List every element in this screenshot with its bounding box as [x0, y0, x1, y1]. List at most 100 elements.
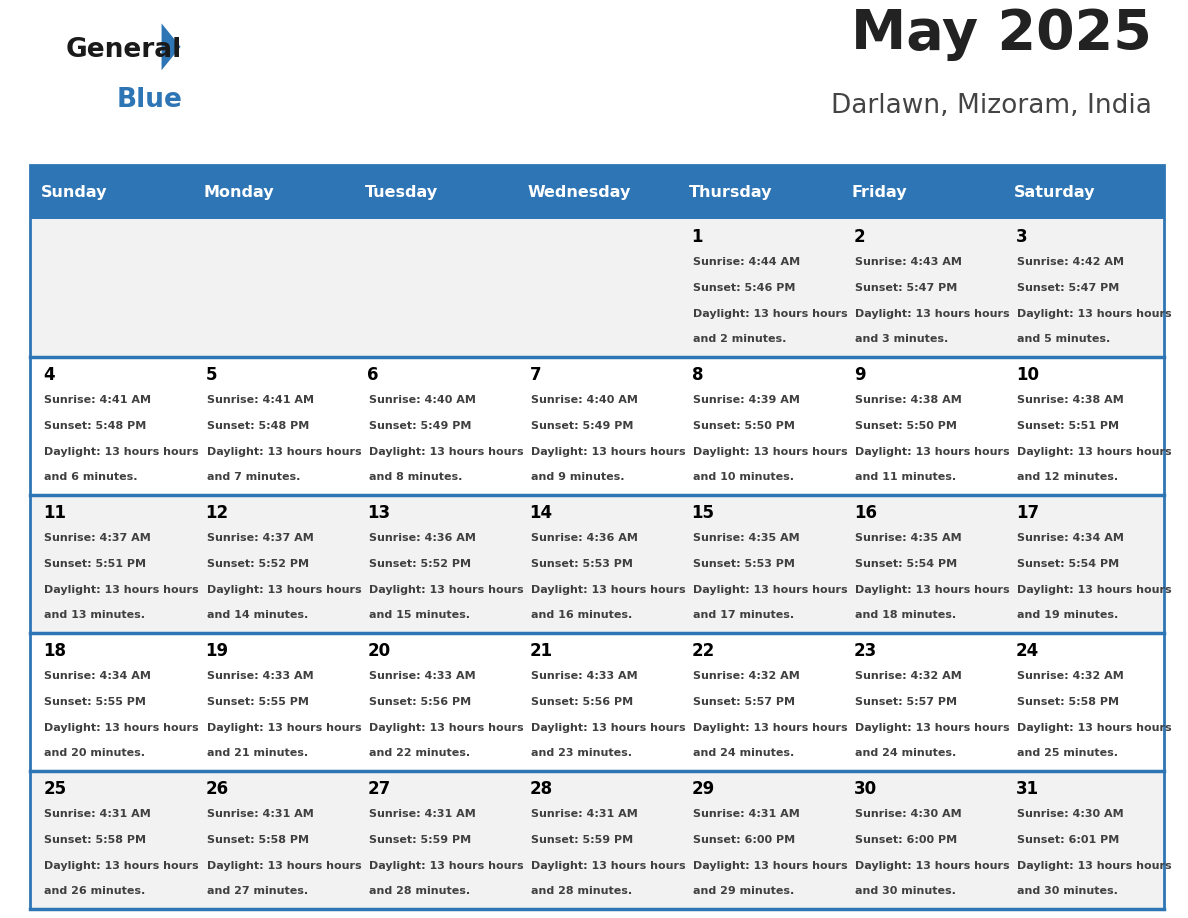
- Bar: [1003, 771, 1164, 909]
- Bar: [678, 357, 840, 495]
- Text: and 17 minutes.: and 17 minutes.: [693, 610, 794, 620]
- Text: Sunrise: 4:31 AM: Sunrise: 4:31 AM: [531, 810, 638, 820]
- Text: 25: 25: [43, 779, 67, 798]
- Text: Daylight: 13 hours hours: Daylight: 13 hours hours: [1017, 446, 1171, 456]
- Text: Sunrise: 4:34 AM: Sunrise: 4:34 AM: [44, 671, 151, 681]
- Text: Sunset: 5:51 PM: Sunset: 5:51 PM: [1017, 421, 1119, 431]
- Text: and 30 minutes.: and 30 minutes.: [855, 886, 955, 896]
- Bar: [354, 771, 516, 909]
- Text: Sunrise: 4:42 AM: Sunrise: 4:42 AM: [1017, 257, 1124, 267]
- Text: and 22 minutes.: and 22 minutes.: [368, 748, 469, 758]
- Text: Saturday: Saturday: [1013, 185, 1095, 199]
- Text: Sunrise: 4:32 AM: Sunrise: 4:32 AM: [693, 671, 800, 681]
- Bar: [678, 771, 840, 909]
- Text: Wednesday: Wednesday: [527, 185, 631, 199]
- Text: Sunrise: 4:31 AM: Sunrise: 4:31 AM: [44, 810, 151, 820]
- Text: Daylight: 13 hours hours: Daylight: 13 hours hours: [207, 860, 361, 870]
- Bar: [1003, 357, 1164, 495]
- Bar: [678, 633, 840, 771]
- Text: and 16 minutes.: and 16 minutes.: [531, 610, 632, 620]
- Text: 17: 17: [1016, 504, 1038, 521]
- Bar: [30, 495, 191, 633]
- Text: Daylight: 13 hours hours: Daylight: 13 hours hours: [44, 585, 200, 595]
- Bar: [516, 357, 678, 495]
- Bar: [516, 771, 678, 909]
- Bar: [1003, 495, 1164, 633]
- Text: Daylight: 13 hours hours: Daylight: 13 hours hours: [693, 585, 847, 595]
- Text: Daylight: 13 hours hours: Daylight: 13 hours hours: [1017, 308, 1171, 319]
- Text: Daylight: 13 hours hours: Daylight: 13 hours hours: [855, 585, 1010, 595]
- Text: Sunset: 5:57 PM: Sunset: 5:57 PM: [855, 697, 956, 707]
- Bar: [191, 633, 354, 771]
- Text: 30: 30: [854, 779, 877, 798]
- Text: Sunset: 5:57 PM: Sunset: 5:57 PM: [693, 697, 795, 707]
- Text: Sunset: 5:47 PM: Sunset: 5:47 PM: [1017, 283, 1119, 293]
- Text: and 7 minutes.: and 7 minutes.: [207, 472, 299, 482]
- Text: Sunset: 6:00 PM: Sunset: 6:00 PM: [693, 835, 795, 845]
- Text: Sunset: 6:00 PM: Sunset: 6:00 PM: [855, 835, 958, 845]
- Text: and 8 minutes.: and 8 minutes.: [368, 472, 462, 482]
- Text: and 12 minutes.: and 12 minutes.: [1017, 472, 1118, 482]
- Text: 15: 15: [691, 504, 715, 521]
- Bar: [678, 495, 840, 633]
- Text: Sunrise: 4:43 AM: Sunrise: 4:43 AM: [855, 257, 962, 267]
- Text: Daylight: 13 hours hours: Daylight: 13 hours hours: [1017, 722, 1171, 733]
- Bar: [1003, 218, 1164, 357]
- Bar: [191, 357, 354, 495]
- Bar: [354, 633, 516, 771]
- Bar: [678, 165, 840, 218]
- Text: Daylight: 13 hours hours: Daylight: 13 hours hours: [693, 860, 847, 870]
- Text: Daylight: 13 hours hours: Daylight: 13 hours hours: [531, 860, 685, 870]
- Text: Sunset: 5:52 PM: Sunset: 5:52 PM: [368, 559, 470, 569]
- Text: and 24 minutes.: and 24 minutes.: [693, 748, 794, 758]
- Text: Sunrise: 4:34 AM: Sunrise: 4:34 AM: [1017, 533, 1124, 543]
- Text: 11: 11: [43, 504, 67, 521]
- Text: Sunrise: 4:33 AM: Sunrise: 4:33 AM: [368, 671, 475, 681]
- Text: 4: 4: [43, 365, 55, 384]
- Text: 19: 19: [206, 642, 228, 660]
- Text: 8: 8: [691, 365, 703, 384]
- Text: Sunrise: 4:30 AM: Sunrise: 4:30 AM: [1017, 810, 1124, 820]
- Bar: [678, 218, 840, 357]
- Text: Daylight: 13 hours hours: Daylight: 13 hours hours: [855, 446, 1010, 456]
- Text: Sunrise: 4:36 AM: Sunrise: 4:36 AM: [531, 533, 638, 543]
- Text: Sunrise: 4:31 AM: Sunrise: 4:31 AM: [368, 810, 475, 820]
- Bar: [516, 165, 678, 218]
- Text: 27: 27: [367, 779, 391, 798]
- Text: 2: 2: [854, 228, 865, 246]
- Text: Sunset: 5:51 PM: Sunset: 5:51 PM: [44, 559, 146, 569]
- Text: 20: 20: [367, 642, 391, 660]
- Text: and 18 minutes.: and 18 minutes.: [855, 610, 956, 620]
- Text: Sunrise: 4:33 AM: Sunrise: 4:33 AM: [207, 671, 314, 681]
- Text: Sunrise: 4:37 AM: Sunrise: 4:37 AM: [207, 533, 314, 543]
- Bar: [1003, 633, 1164, 771]
- Text: Sunset: 6:01 PM: Sunset: 6:01 PM: [1017, 835, 1119, 845]
- Text: Sunset: 5:53 PM: Sunset: 5:53 PM: [693, 559, 795, 569]
- Text: Sunset: 5:56 PM: Sunset: 5:56 PM: [531, 697, 633, 707]
- Text: and 9 minutes.: and 9 minutes.: [531, 472, 624, 482]
- Bar: [1003, 165, 1164, 218]
- Text: and 6 minutes.: and 6 minutes.: [44, 472, 138, 482]
- Bar: [30, 357, 191, 495]
- Text: Daylight: 13 hours hours: Daylight: 13 hours hours: [44, 446, 200, 456]
- Bar: [30, 771, 191, 909]
- Polygon shape: [162, 23, 181, 70]
- Text: Daylight: 13 hours hours: Daylight: 13 hours hours: [855, 722, 1010, 733]
- Text: Sunrise: 4:31 AM: Sunrise: 4:31 AM: [693, 810, 800, 820]
- Text: and 2 minutes.: and 2 minutes.: [693, 334, 786, 344]
- Text: Sunset: 5:58 PM: Sunset: 5:58 PM: [207, 835, 309, 845]
- Text: and 11 minutes.: and 11 minutes.: [855, 472, 956, 482]
- Text: Sunrise: 4:40 AM: Sunrise: 4:40 AM: [531, 396, 638, 406]
- Text: Daylight: 13 hours hours: Daylight: 13 hours hours: [531, 722, 685, 733]
- Text: Daylight: 13 hours hours: Daylight: 13 hours hours: [44, 860, 200, 870]
- Text: Daylight: 13 hours hours: Daylight: 13 hours hours: [207, 722, 361, 733]
- Text: Sunset: 5:54 PM: Sunset: 5:54 PM: [855, 559, 958, 569]
- Bar: [840, 495, 1003, 633]
- Text: 12: 12: [206, 504, 228, 521]
- Bar: [840, 771, 1003, 909]
- Text: Daylight: 13 hours hours: Daylight: 13 hours hours: [531, 585, 685, 595]
- Bar: [191, 495, 354, 633]
- Text: and 28 minutes.: and 28 minutes.: [368, 886, 469, 896]
- Text: Sunset: 5:50 PM: Sunset: 5:50 PM: [693, 421, 795, 431]
- Text: Daylight: 13 hours hours: Daylight: 13 hours hours: [368, 860, 523, 870]
